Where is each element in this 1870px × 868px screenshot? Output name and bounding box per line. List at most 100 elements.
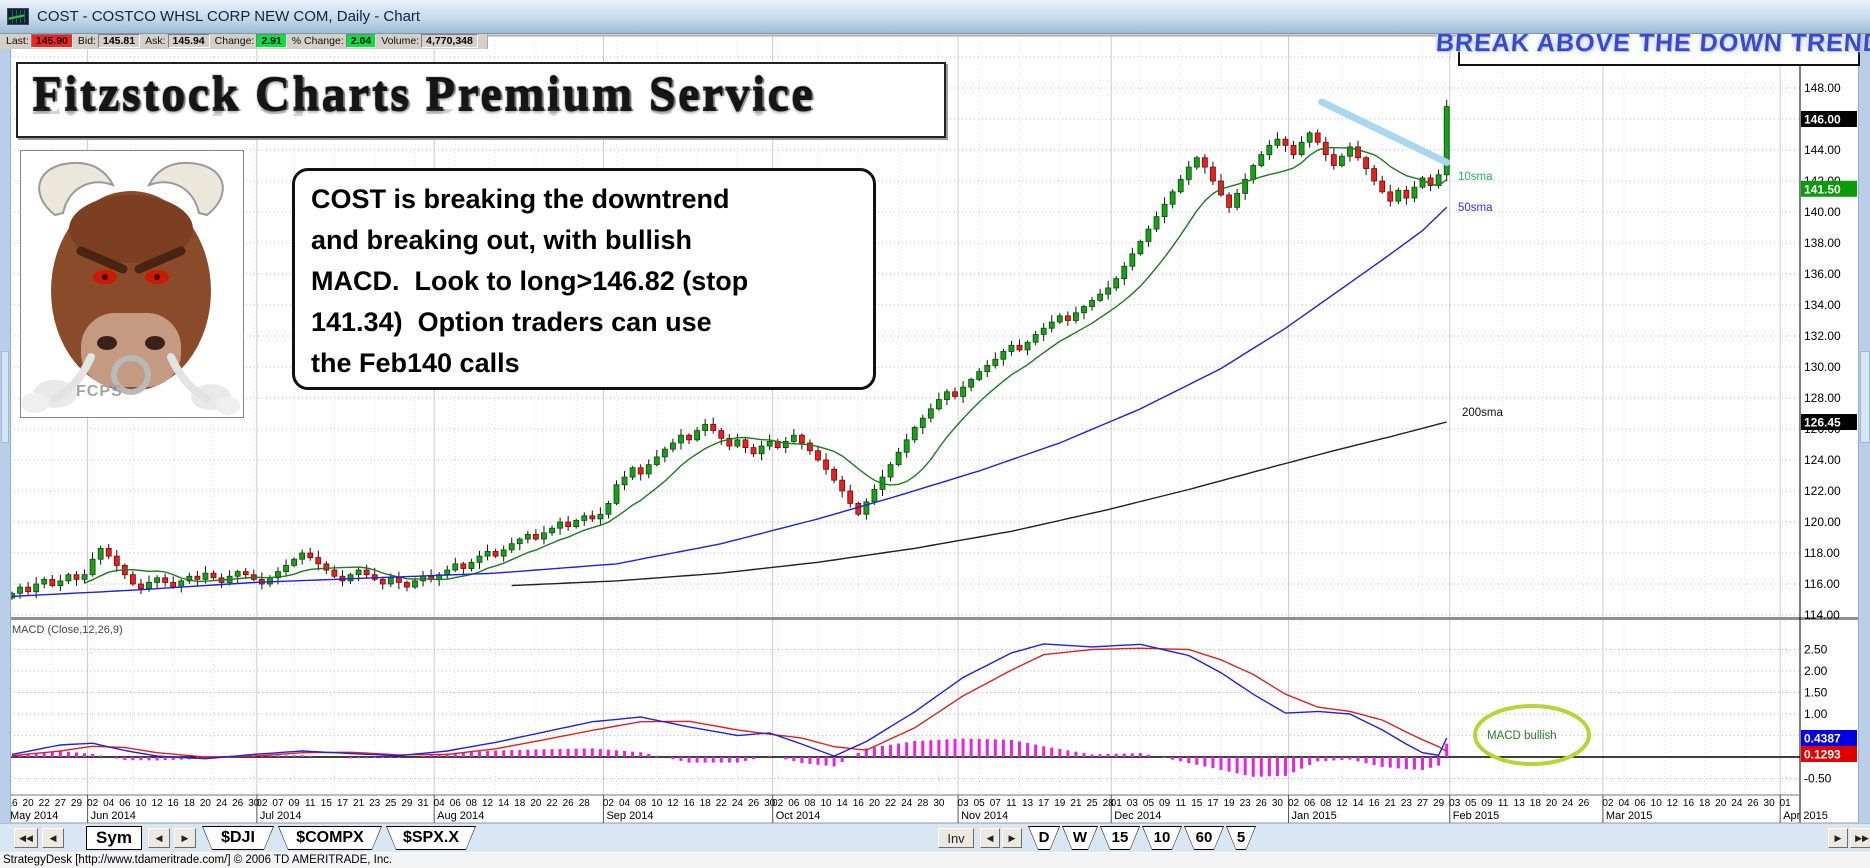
nav-last-button[interactable]: ▶▶ — [1850, 828, 1870, 848]
date-tick: 26 — [563, 798, 575, 809]
date-tick: 14 — [1352, 798, 1364, 809]
date-tick: 20 — [530, 798, 542, 809]
svg-text:2.50: 2.50 — [1804, 643, 1828, 657]
tab-interval-15[interactable]: 15 — [1100, 826, 1140, 850]
date-tick: 03 — [1127, 798, 1139, 809]
premium-banner-text: Fitzstock Charts Premium Service — [32, 67, 815, 122]
date-tick: 05 — [974, 798, 986, 809]
quote-bar: Last: 145.90 Bid: 145.81 Ask: 145.94 Change: 2.… — [0, 33, 488, 49]
quote-field-label: Last: — [6, 35, 29, 47]
date-tick: 18 — [700, 798, 712, 809]
window-title: COST - COSTCO WHSL CORP NEW COM, Daily -… — [37, 8, 421, 25]
date-tick: 23 — [1240, 798, 1252, 809]
date-tick: 22 — [546, 798, 558, 809]
tab-compx[interactable]: $COMPX — [278, 826, 382, 850]
date-tick: 24 — [1562, 798, 1574, 809]
date-tick: 16 — [853, 798, 865, 809]
date-tick: 18 — [1699, 798, 1711, 809]
date-tick: 20 — [1715, 798, 1727, 809]
month-label: Mar 2015 — [1606, 810, 1652, 822]
nav-first-button[interactable]: ◀◀ — [14, 828, 38, 848]
date-tick: 16 — [1683, 798, 1695, 809]
svg-text:136.00: 136.00 — [1804, 267, 1841, 281]
date-tick: 07 — [990, 798, 1002, 809]
quote-field-label: Ask: — [145, 35, 166, 47]
tab-interval-60[interactable]: 60 — [1184, 826, 1224, 850]
right-scrollbar[interactable] — [1858, 36, 1870, 823]
left-scrollbar[interactable] — [0, 36, 11, 823]
panel-divider[interactable] — [10, 617, 1858, 620]
date-tick: 16 — [6, 798, 18, 809]
date-tick: 29 — [1433, 798, 1445, 809]
date-tick: 19 — [1223, 798, 1235, 809]
tab-dji-label: $DJI — [203, 827, 273, 849]
date-tick: 27 — [1417, 798, 1429, 809]
month-label: Feb 2015 — [1453, 810, 1499, 822]
date-tick: 08 — [1320, 798, 1332, 809]
downtrend-line — [1318, 98, 1451, 166]
svg-text:-0.50: -0.50 — [1804, 772, 1832, 786]
month-label: Oct 2014 — [776, 810, 821, 822]
month-label: Nov 2014 — [961, 810, 1008, 822]
tab-interval-w[interactable]: W — [1062, 826, 1098, 850]
month-label: Jan 2015 — [1292, 810, 1337, 822]
date-tick: 11 — [1498, 798, 1509, 809]
date-tick: 14 — [498, 798, 510, 809]
tab-interval-d[interactable]: D — [1028, 826, 1060, 850]
tab-dji[interactable]: $DJI — [202, 826, 274, 850]
date-tick: 12 — [152, 798, 164, 809]
date-tick: 16 — [168, 798, 180, 809]
date-tick: 09 — [1159, 798, 1171, 809]
inv-button[interactable]: Inv — [938, 828, 974, 848]
date-tick: 04 — [103, 798, 115, 809]
tab-interval-10[interactable]: 10 — [1142, 826, 1182, 850]
date-tick: 30 — [933, 798, 945, 809]
intervals-scroll-left-button[interactable]: ◀ — [980, 828, 1000, 848]
annotation-line: 141.34) Option traders can use — [311, 307, 712, 337]
date-tick: 20 — [1546, 798, 1558, 809]
date-tick: 04 — [619, 798, 631, 809]
annotation-line: MACD. Look to long>146.82 (stop — [311, 266, 749, 296]
quote-field-label: % Change: — [291, 35, 344, 47]
date-tick: 09 — [1481, 798, 1493, 809]
date-tick: 08 — [466, 798, 478, 809]
right-scrollbar-thumb[interactable] — [1860, 350, 1870, 443]
chart-window-icon — [7, 8, 29, 25]
date-tick: 28 — [917, 798, 929, 809]
date-tick: 08 — [804, 798, 816, 809]
symbols-scroll-left-button[interactable]: ◀ — [148, 828, 170, 848]
date-tick: 21 — [1385, 798, 1397, 809]
date-tick: 30 — [1764, 798, 1776, 809]
date-tick: 21 — [353, 798, 365, 809]
nav-prev-button[interactable]: ◀ — [42, 828, 64, 848]
date-tick: 03 — [958, 798, 970, 809]
status-bar-text: StrategyDesk [http://www.tdameritrade.co… — [3, 854, 393, 866]
sma50-label: 50sma — [1458, 202, 1493, 214]
tab-spx.x[interactable]: $SPX.X — [386, 826, 476, 850]
date-tick: 14 — [837, 798, 849, 809]
date-tick: 06 — [1635, 798, 1647, 809]
date-tick: 16 — [1369, 798, 1381, 809]
svg-text:140.00: 140.00 — [1804, 205, 1841, 219]
date-tick: 26 — [1256, 798, 1268, 809]
tab-compx-label: $COMPX — [279, 827, 381, 849]
sma10-line — [84, 147, 1448, 584]
macd-bullish-ellipse — [1473, 704, 1591, 766]
date-tick: 30 — [1272, 798, 1284, 809]
quote-field-value: 145.81 — [97, 34, 141, 48]
nav-next-button[interactable]: ▶ — [1828, 828, 1848, 848]
sym-button[interactable]: Sym — [86, 826, 142, 850]
symbols-scroll-right-button[interactable]: ▶ — [174, 828, 196, 848]
date-tick: 09 — [289, 798, 301, 809]
date-tick: 29 — [71, 798, 83, 809]
date-tick: 06 — [119, 798, 131, 809]
sma50-line — [11, 206, 1448, 598]
date-tick: 26 — [232, 798, 244, 809]
intervals-scroll-right-button[interactable]: ▶ — [1002, 828, 1022, 848]
svg-text:134.00: 134.00 — [1804, 298, 1841, 312]
left-scrollbar-thumb[interactable] — [1, 350, 9, 443]
tab-interval-5[interactable]: 5 — [1226, 826, 1256, 850]
svg-text:114.00: 114.00 — [1804, 608, 1840, 622]
svg-text:122.00: 122.00 — [1804, 484, 1841, 498]
price-tag — [1801, 111, 1857, 127]
